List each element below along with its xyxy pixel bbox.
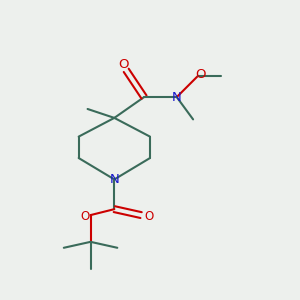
Text: O: O	[144, 210, 153, 223]
Text: N: N	[172, 91, 182, 103]
Text: O: O	[80, 210, 89, 223]
Text: O: O	[118, 58, 128, 71]
Text: O: O	[195, 68, 206, 81]
Text: N: N	[110, 173, 119, 186]
